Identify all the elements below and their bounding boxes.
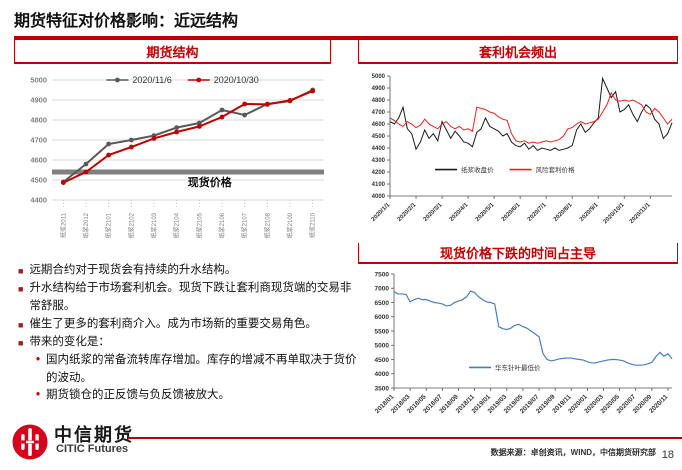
svg-text:3500: 3500 [375, 385, 390, 392]
svg-text:纸浆2105: 纸浆2105 [195, 212, 203, 238]
svg-text:4200: 4200 [372, 170, 386, 176]
logo-en-text: CITIC Futures [56, 443, 129, 455]
svg-text:纸浆2011: 纸浆2011 [59, 212, 67, 238]
svg-text:5500: 5500 [375, 328, 390, 335]
svg-text:4600: 4600 [30, 156, 47, 165]
svg-text:4800: 4800 [30, 116, 47, 125]
dot-bullet-icon: • [36, 388, 41, 401]
svg-text:华东针叶最低价: 华东针叶最低价 [495, 363, 541, 372]
svg-text:2020/10/1: 2020/10/1 [603, 202, 627, 226]
sub-bullet-item: • 国内纸浆的常备流转库存增加。库存的增减不再单取决于货价的波动。 [34, 352, 358, 387]
bullet-item: ■ 远期合约对于现货会有持续的升水结构。 [16, 262, 358, 279]
svg-text:4000: 4000 [375, 371, 390, 378]
bullet-item: ■ 催生了更多的套利商介入。成为市场新的重要交易角色。 [16, 316, 358, 333]
svg-text:2020/3/1: 2020/3/1 [423, 202, 444, 223]
svg-text:纸浆2109: 纸浆2109 [286, 212, 294, 238]
svg-text:2020/11/1: 2020/11/1 [629, 202, 652, 225]
data-source: 数据来源：卓创资讯，WIND，中信期货研究部 [490, 448, 656, 457]
svg-text:2020/1/1: 2020/1/1 [371, 202, 392, 223]
panel-header-spot-decline: 现货价格下跌的时间占主导 [358, 243, 678, 264]
arbitrage-chart: 4000 4100 4200 4300 4400 4500 4600 4700 4800 4900… [371, 74, 673, 226]
svg-text:纸浆收盘价: 纸浆收盘价 [461, 165, 494, 174]
svg-text:4900: 4900 [30, 96, 47, 105]
svg-text:纸浆2108: 纸浆2108 [263, 212, 271, 238]
svg-text:5000: 5000 [372, 74, 386, 80]
citic-logo-icon [12, 424, 48, 460]
svg-text:纸浆2106: 纸浆2106 [218, 212, 226, 238]
page-title: 期货特征对价格影响：近远结构 [14, 13, 239, 30]
svg-text:纸浆2107: 纸浆2107 [241, 212, 249, 238]
svg-text:4800: 4800 [372, 98, 386, 104]
spot-price-chart: 3500400045005000550060006500700075002018… [374, 271, 673, 415]
svg-text:4700: 4700 [372, 110, 386, 116]
svg-text:纸浆2103: 纸浆2103 [150, 212, 158, 238]
square-bullet-icon: ■ [18, 266, 24, 276]
svg-text:纸浆2101: 纸浆2101 [105, 212, 113, 238]
futures-structure-chart: 4400 4500 4600 4700 4800 4900 5000 纸浆2011 纸浆2012… [30, 75, 324, 238]
svg-text:5000: 5000 [375, 343, 390, 350]
svg-text:2020/8/1: 2020/8/1 [553, 202, 574, 223]
svg-text:2020/6/1: 2020/6/1 [501, 202, 522, 223]
svg-text:纸浆2012: 纸浆2012 [82, 212, 90, 238]
square-bullet-icon: ■ [18, 319, 24, 330]
panel-title: 现货价格下跌的时间占主导 [439, 246, 596, 261]
bullet-item: ■ 带来的变化是： [16, 334, 358, 351]
svg-text:2020/2/1: 2020/2/1 [397, 202, 418, 223]
panel-header-futures-structure: 期货结构 [14, 40, 331, 64]
svg-text:4500: 4500 [372, 134, 386, 140]
svg-text:7000: 7000 [375, 286, 390, 293]
svg-text:4400: 4400 [30, 196, 47, 205]
dot-bullet-icon: • [36, 354, 41, 367]
svg-text:4900: 4900 [372, 86, 386, 92]
svg-text:2020/11/6: 2020/11/6 [132, 75, 171, 85]
svg-text:5000: 5000 [30, 76, 47, 85]
panel-header-arbitrage: 套利机会频出 [358, 40, 678, 64]
panel-title: 套利机会频出 [478, 44, 557, 60]
footer-rule [128, 437, 682, 439]
square-bullet-icon: ■ [18, 338, 24, 348]
svg-text:6500: 6500 [375, 300, 390, 307]
svg-text:4400: 4400 [372, 146, 386, 152]
svg-text:2020/10/30: 2020/10/30 [214, 75, 259, 85]
svg-text:4700: 4700 [30, 136, 47, 145]
svg-text:纸浆2104: 纸浆2104 [173, 212, 181, 238]
svg-text:2020/4/1: 2020/4/1 [449, 202, 470, 223]
svg-text:4600: 4600 [372, 122, 386, 128]
panel-title: 期货结构 [146, 44, 199, 60]
svg-text:2020/11: 2020/11 [648, 393, 670, 415]
svg-text:纸浆2110: 纸浆2110 [309, 212, 317, 238]
svg-text:纸浆2102: 纸浆2102 [127, 212, 135, 238]
svg-text:2020/7/1: 2020/7/1 [527, 202, 548, 223]
logo-zh-text: 中信期货 [54, 425, 134, 445]
svg-text:风险套利价格: 风险套利价格 [536, 165, 576, 174]
bullet-list: ■ 远期合约对于现货会有持续的升水结构。 ■ 升水结构给于市场套利机会。现货下跌让套利… [16, 262, 358, 404]
svg-text:2020/5/1: 2020/5/1 [475, 202, 496, 223]
square-bullet-icon: ■ [18, 284, 24, 295]
page-number: 18 [661, 449, 674, 461]
svg-text:4100: 4100 [372, 182, 386, 188]
title-rule [14, 36, 678, 40]
svg-text:6000: 6000 [375, 314, 390, 321]
bullet-item: ■ 升水结构给于市场套利机会。现货下跌让套利商现货端的交易非常舒服。 [16, 280, 358, 315]
svg-text:现货价格: 现货价格 [188, 175, 233, 189]
svg-text:4000: 4000 [372, 194, 386, 200]
sub-bullet-item: • 期货锁仓的正反馈与负反馈被放大。 [34, 387, 358, 404]
svg-text:4500: 4500 [375, 357, 390, 364]
svg-text:4300: 4300 [372, 158, 386, 164]
svg-text:2020/9/1: 2020/9/1 [579, 202, 600, 223]
svg-text:7500: 7500 [375, 271, 390, 278]
svg-text:4500: 4500 [30, 176, 47, 185]
